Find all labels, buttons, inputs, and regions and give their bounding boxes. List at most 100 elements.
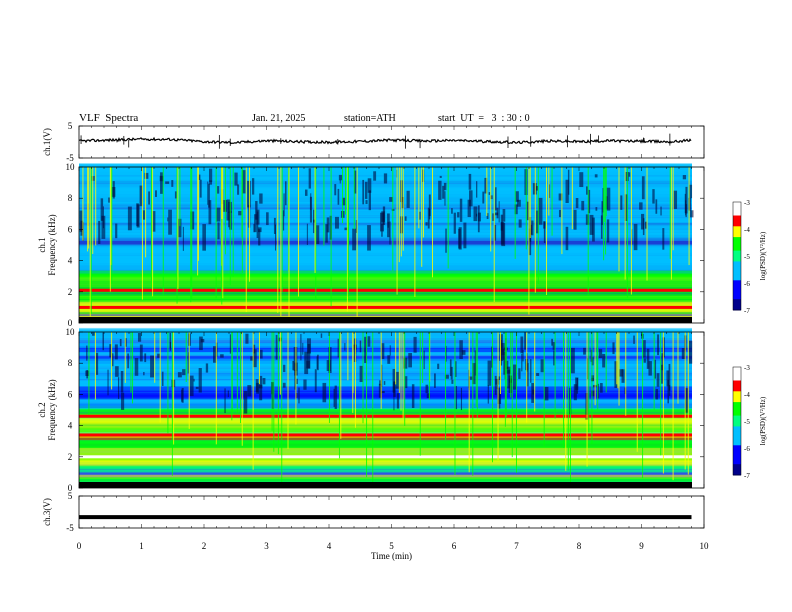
spectrogram-noise bbox=[373, 171, 377, 181]
spectrogram-noise bbox=[195, 386, 199, 389]
spectrogram-line bbox=[79, 455, 692, 459]
spectrogram-noise bbox=[602, 353, 606, 368]
spectrogram-noise bbox=[283, 364, 286, 373]
spectrogram-noise bbox=[606, 187, 611, 211]
colorbar-segment bbox=[733, 453, 741, 457]
spectrogram-noise bbox=[460, 387, 463, 411]
colorbar-segment bbox=[733, 266, 741, 270]
spectrogram-noise bbox=[600, 383, 603, 393]
spectrogram-noise bbox=[208, 200, 212, 225]
spectrogram-noise bbox=[275, 334, 278, 360]
spectrogram-noise bbox=[667, 379, 669, 404]
spectrogram-noise bbox=[283, 193, 285, 217]
spectrogram-noise bbox=[337, 338, 339, 358]
y-axis-label: ch.3(V) bbox=[42, 498, 52, 526]
colorbar-tick-label: -7 bbox=[744, 472, 750, 480]
spectrogram-noise bbox=[595, 207, 598, 211]
spectrogram-noise bbox=[606, 219, 610, 243]
y-tick-label: -5 bbox=[66, 153, 74, 163]
spectrogram-noise bbox=[383, 173, 388, 184]
spectrogram-noise bbox=[365, 200, 368, 204]
spectrogram-noise bbox=[642, 218, 645, 236]
spectrogram-noise bbox=[565, 226, 569, 251]
spectrogram-noise bbox=[543, 221, 546, 244]
spectrogram-noise bbox=[217, 186, 220, 194]
spectrogram-noise bbox=[152, 211, 156, 232]
x-tick-label: 10 bbox=[700, 541, 710, 551]
spectrogram-noise bbox=[438, 180, 442, 200]
spectrogram-noise bbox=[482, 191, 485, 204]
colorbar-segment bbox=[733, 410, 741, 414]
colorbar-segment bbox=[733, 380, 741, 384]
spectrogram-noise bbox=[259, 375, 263, 401]
colorbar-tick-label: -4 bbox=[744, 391, 750, 399]
spectrogram-noise bbox=[486, 213, 489, 220]
spectrogram-noise bbox=[459, 198, 463, 222]
spectrogram-noise bbox=[487, 360, 492, 386]
spectrogram-noise bbox=[148, 191, 150, 205]
spectrogram-noise bbox=[107, 369, 109, 396]
spectrogram-noise bbox=[238, 211, 242, 216]
spectrogram-noise bbox=[144, 172, 149, 179]
colorbar-segment bbox=[733, 215, 741, 219]
y-tick-label: 8 bbox=[68, 193, 73, 203]
spectrogram-noise bbox=[136, 203, 139, 227]
spectrogram-noise bbox=[160, 172, 163, 194]
colorbar bbox=[732, 366, 742, 476]
spectrogram-noise bbox=[245, 333, 249, 344]
colorbar-segment bbox=[733, 399, 741, 403]
spectrogram-noise bbox=[178, 218, 182, 238]
ch1-waveform-line bbox=[78, 136, 692, 145]
spectrogram-band bbox=[79, 443, 692, 449]
spectrogram-noise bbox=[487, 385, 489, 404]
spectrogram-noise bbox=[453, 212, 456, 234]
spectrogram-band bbox=[79, 246, 692, 254]
spectrogram-noise bbox=[389, 345, 391, 356]
spectrogram-noise bbox=[644, 221, 647, 229]
spectrogram-noise bbox=[262, 378, 266, 385]
colorbar-segment bbox=[733, 429, 741, 433]
spectrogram-noise bbox=[243, 391, 248, 414]
spectrogram-noise bbox=[514, 204, 518, 215]
spectrogram-noise bbox=[655, 389, 659, 400]
panel-frame bbox=[78, 125, 705, 159]
spectrogram-noise bbox=[344, 343, 346, 351]
spectrogram-noise bbox=[591, 390, 595, 397]
spectrogram-noise bbox=[381, 391, 385, 394]
spectrogram-noise bbox=[551, 338, 553, 346]
colorbar-segment bbox=[733, 277, 741, 281]
colorbar-segment bbox=[733, 396, 741, 400]
spectrogram-noise bbox=[689, 210, 694, 218]
spectrogram-noise bbox=[253, 349, 257, 368]
spectrogram-noise bbox=[655, 199, 658, 214]
spectrogram-noise bbox=[359, 365, 363, 383]
spectrogram-noise bbox=[477, 212, 481, 222]
spectrogram-band bbox=[79, 188, 692, 196]
spectrogram-noise bbox=[189, 375, 194, 397]
spectrogram-noise bbox=[302, 342, 304, 355]
spectrogram-noise bbox=[354, 170, 357, 194]
spectrogram-band bbox=[79, 419, 692, 424]
spectrogram-noise bbox=[530, 359, 532, 383]
spectrogram-noise bbox=[300, 334, 302, 361]
spectrogram-noise bbox=[220, 354, 224, 358]
colorbar-segment bbox=[733, 283, 741, 287]
spectrogram-band bbox=[79, 296, 692, 301]
spectrogram-noise bbox=[426, 393, 431, 399]
spectrogram-noise bbox=[673, 190, 678, 209]
spectrogram-noise bbox=[656, 373, 660, 387]
spectrogram-noise bbox=[208, 168, 213, 182]
colorbar-segment bbox=[733, 296, 741, 300]
colorbar-segment bbox=[733, 223, 741, 227]
spectrogram-noise bbox=[177, 372, 182, 378]
spectrogram-noise bbox=[253, 344, 256, 354]
colorbar-segment bbox=[733, 423, 741, 427]
y-tick-label: 2 bbox=[68, 452, 73, 462]
colorbar bbox=[732, 201, 742, 311]
spectrogram-band bbox=[79, 342, 692, 346]
colorbar-segment bbox=[733, 202, 741, 206]
spectrogram-band bbox=[79, 360, 692, 368]
colorbar-segment bbox=[733, 415, 741, 419]
spectrogram-noise bbox=[181, 387, 184, 403]
spectrogram-noise bbox=[425, 384, 429, 394]
